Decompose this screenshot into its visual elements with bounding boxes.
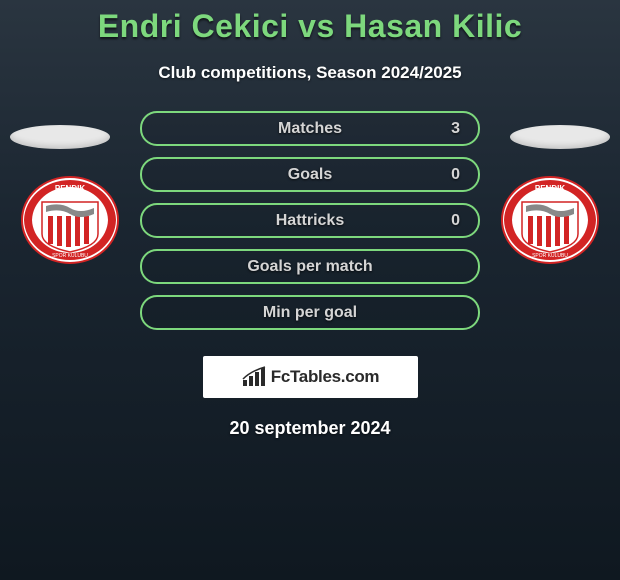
stat-row-min-per-goal: Min per goal [140, 295, 480, 330]
shield-icon: PENDIK SPOR KULUBU [20, 176, 120, 264]
stat-value-right: 0 [451, 212, 460, 230]
stat-label: Goals per match [247, 258, 372, 276]
svg-text:PENDIK: PENDIK [55, 184, 85, 193]
bar-chart-icon [241, 366, 267, 388]
subtitle: Club competitions, Season 2024/2025 [0, 63, 620, 83]
stat-row-goals: Goals 0 [140, 157, 480, 192]
stat-row-goals-per-match: Goals per match [140, 249, 480, 284]
stats-column: Matches 3 Goals 0 Hattricks 0 Goals per … [140, 111, 480, 330]
stat-row-hattricks: Hattricks 0 [140, 203, 480, 238]
player-ellipse-left [10, 125, 110, 149]
page-title: Endri Cekici vs Hasan Kilic [0, 8, 620, 45]
stat-row-matches: Matches 3 [140, 111, 480, 146]
player-ellipse-right [510, 125, 610, 149]
shield-icon: PENDIK SPOR KULUBU [500, 176, 600, 264]
brand-box[interactable]: FcTables.com [203, 356, 418, 398]
stat-label: Hattricks [276, 212, 344, 230]
club-badge-right: PENDIK SPOR KULUBU [500, 176, 600, 264]
stat-value-right: 0 [451, 166, 460, 184]
stat-value-right: 3 [451, 120, 460, 138]
svg-text:SPOR KULUBU: SPOR KULUBU [532, 253, 568, 259]
comparison-card: Endri Cekici vs Hasan Kilic Club competi… [0, 0, 620, 580]
svg-text:PENDIK: PENDIK [535, 184, 565, 193]
brand-text: FcTables.com [271, 367, 380, 387]
club-badge-left: PENDIK SPOR KULUBU [20, 176, 120, 264]
date-text: 20 september 2024 [0, 418, 620, 439]
stat-label: Goals [288, 166, 332, 184]
stat-label: Matches [278, 120, 342, 138]
stat-label: Min per goal [263, 304, 357, 322]
svg-text:SPOR KULUBU: SPOR KULUBU [52, 253, 88, 259]
